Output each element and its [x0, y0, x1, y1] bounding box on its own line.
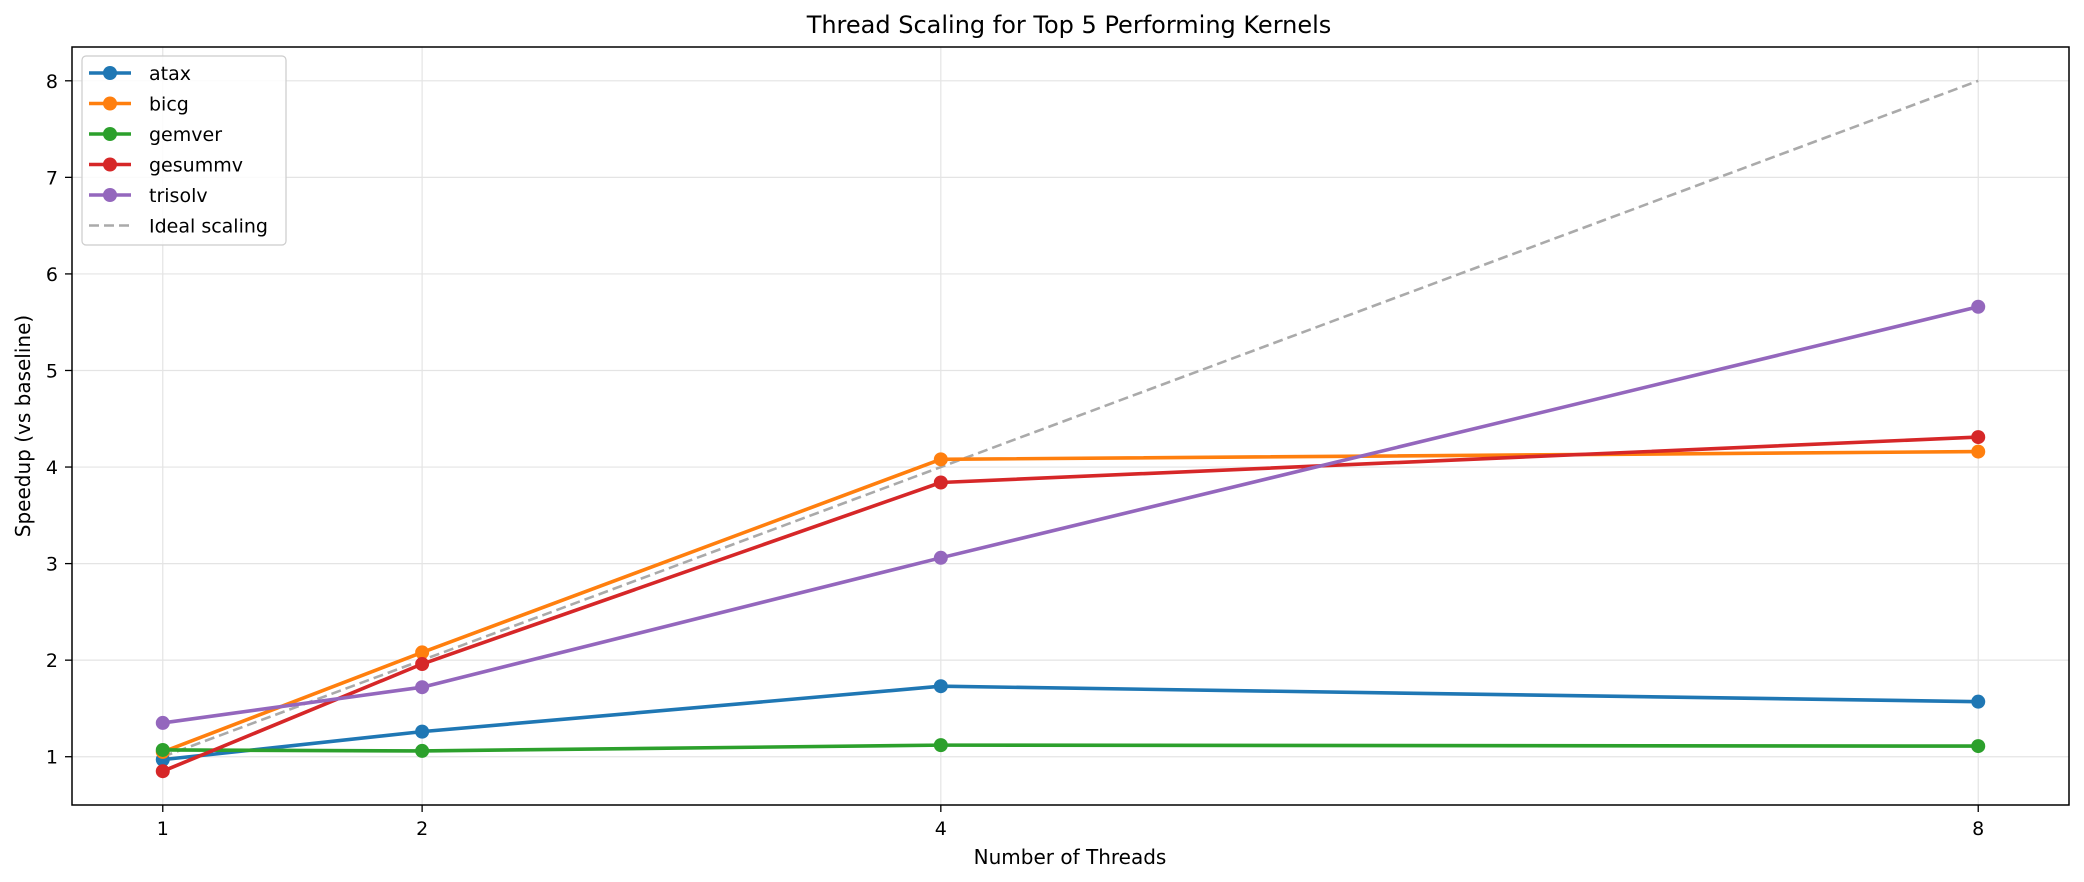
y-tick-label: 6: [46, 264, 58, 286]
x-axis-ticks: 1 2 4 8: [157, 805, 1984, 840]
data-point: [155, 742, 170, 757]
y-axis-label: Speedup (vs baseline): [11, 315, 35, 537]
data-point: [155, 715, 170, 730]
data-point: [1971, 739, 1986, 754]
series-trisolv: [155, 299, 1986, 730]
x-tick-label: 8: [1972, 818, 1984, 840]
y-tick-label: 4: [46, 457, 58, 479]
legend-label: atax: [149, 63, 191, 85]
legend-item: trisolv: [89, 185, 208, 207]
x-tick-label: 4: [935, 818, 947, 840]
data-point: [933, 738, 948, 753]
legend-marker: [103, 96, 117, 111]
legend: atax bicg gemver gesummv trisolv Ideal scalin…: [81, 55, 287, 246]
legend-label: Ideal scaling: [149, 216, 268, 238]
y-tick-label: 8: [46, 71, 58, 93]
series-line: [162, 449, 1979, 754]
series-line: [162, 435, 1979, 773]
data-point: [155, 764, 170, 779]
series-line: [162, 305, 1979, 725]
legend-marker: [103, 188, 117, 202]
legend-marker: [103, 66, 117, 80]
series-line: [162, 79, 1979, 758]
legend-item: bicg: [89, 94, 189, 116]
x-axis-label: Number of Threads: [974, 845, 1167, 869]
data-point: [933, 475, 948, 490]
y-tick-label: 1: [46, 747, 58, 769]
legend-marker: [103, 127, 117, 141]
data-point: [1971, 299, 1986, 314]
data-point: [1971, 694, 1986, 709]
series-lines: [155, 79, 1986, 779]
data-point: [415, 680, 430, 695]
data-point: [933, 679, 948, 694]
series-line: [162, 743, 1979, 753]
chart-title: Thread Scaling for Top 5 Performing Kern…: [806, 11, 1332, 39]
data-point: [1971, 444, 1986, 459]
legend-label: trisolv: [149, 185, 208, 207]
data-point: [933, 452, 948, 467]
legend-item: Ideal scaling: [89, 216, 268, 238]
data-point: [1971, 430, 1986, 445]
y-tick-label: 7: [46, 167, 58, 189]
data-point: [415, 743, 430, 758]
y-tick-label: 3: [46, 554, 58, 576]
x-tick-label: 2: [416, 818, 428, 840]
data-point: [415, 645, 430, 660]
series-ideal-scaling: [162, 79, 1979, 758]
legend-label: gemver: [149, 124, 222, 146]
series-gemver: [155, 738, 1986, 758]
y-tick-label: 2: [46, 650, 58, 672]
plot-area-frame: [71, 46, 2070, 806]
data-point: [415, 657, 430, 672]
legend-label: bicg: [149, 94, 189, 116]
data-point: [933, 550, 948, 565]
series-line: [162, 684, 1979, 762]
x-tick-label: 1: [157, 818, 169, 840]
data-point: [415, 724, 430, 739]
series-bicg: [155, 444, 1986, 759]
legend-item: gesummv: [89, 155, 243, 177]
legend-marker: [103, 157, 117, 172]
series-gesummv: [155, 430, 1986, 779]
legend-frame: [81, 55, 287, 246]
y-tick-label: 5: [46, 360, 58, 382]
series-atax: [155, 679, 1986, 767]
legend-label: gesummv: [149, 155, 243, 177]
y-axis-ticks: 1 2 3 4 5 6 7 8: [46, 71, 72, 769]
legend-item: atax: [89, 63, 191, 85]
legend-item: gemver: [89, 124, 222, 146]
grid-lines: [72, 47, 2069, 805]
